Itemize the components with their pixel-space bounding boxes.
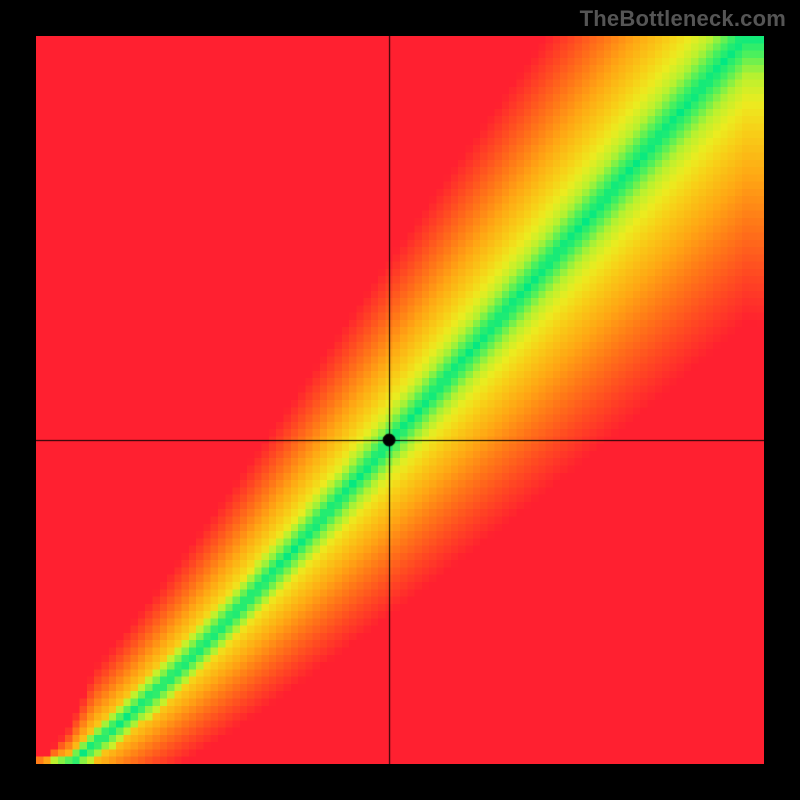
watermark: TheBottleneck.com	[580, 6, 786, 32]
heatmap-overlay	[36, 36, 764, 764]
